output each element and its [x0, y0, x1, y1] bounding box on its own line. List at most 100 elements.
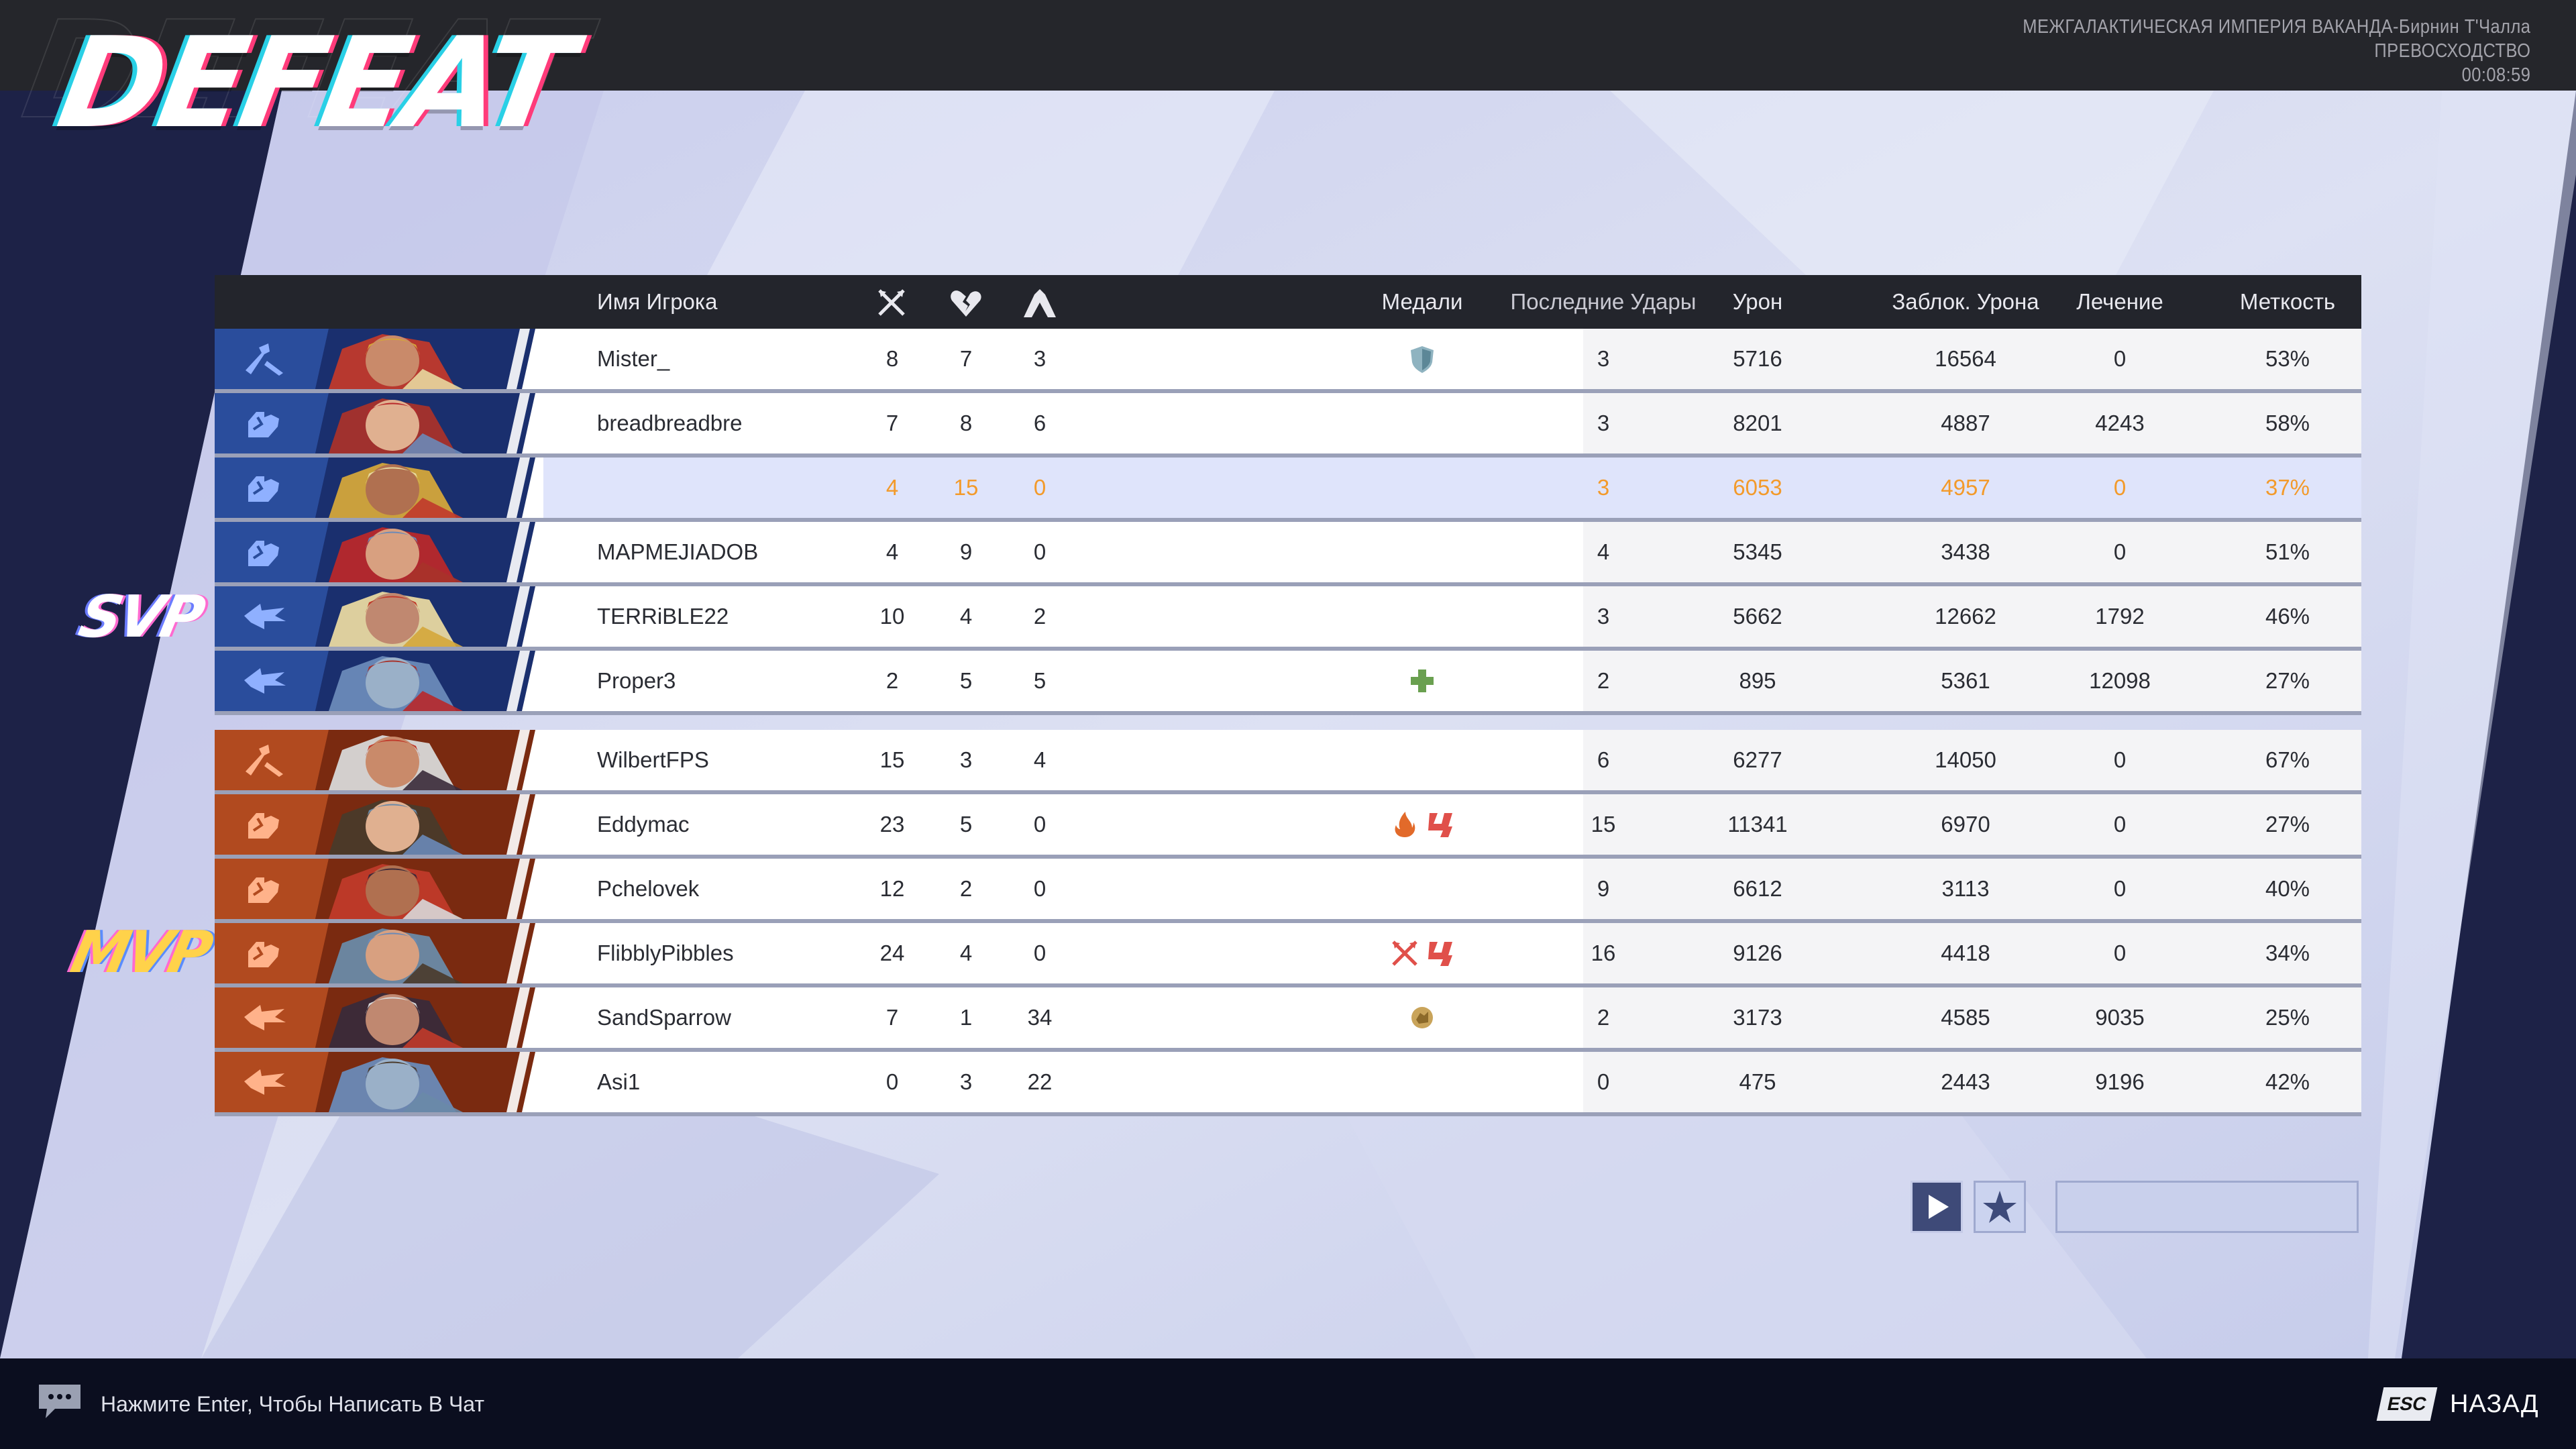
hero-portrait [329, 463, 463, 518]
deaths-value: 15 [953, 475, 979, 500]
hero-portrait [329, 993, 463, 1048]
assists-value: 22 [1027, 1069, 1053, 1094]
healing-value: 1792 [2095, 604, 2145, 629]
hero-portrait [329, 1057, 463, 1112]
kills-value: 12 [879, 876, 905, 901]
row-body [543, 651, 2361, 711]
assist-hands-icon [1024, 289, 1056, 318]
last-hits-value: 3 [1597, 411, 1610, 435]
blocked-value: 14050 [1935, 747, 1996, 772]
bottom-bar [0, 1358, 2576, 1449]
player-row[interactable]: breadbreadbre 7 8 6 3 8201 4887 4243 58% [215, 393, 2361, 458]
col-medals: Медали [1381, 289, 1463, 314]
last-hits-value: 4 [1597, 539, 1610, 564]
blocked-value: 6970 [1941, 812, 1990, 837]
replay-button[interactable] [1911, 1181, 1963, 1233]
blocked-value: 4887 [1941, 411, 1990, 435]
player-name[interactable]: Proper3 [597, 668, 676, 693]
player-row[interactable]: Eddymac 23 5 0 15 11341 6970 0 27% [215, 794, 2361, 859]
damage-value: 895 [1739, 668, 1776, 693]
favorite-button[interactable] [1974, 1181, 2026, 1233]
deaths-value: 5 [959, 812, 973, 837]
player-name[interactable] [597, 458, 839, 518]
accuracy-value: 40% [2265, 876, 2310, 901]
player-name[interactable]: SandSparrow [597, 1005, 731, 1030]
play-icon [1929, 1195, 1949, 1219]
player-name[interactable]: WilbertFPS [597, 747, 709, 772]
player-row[interactable]: FlibblyPibbles 24 4 0 16 9126 4418 0 34% [215, 923, 2361, 987]
top-bar [0, 0, 2576, 91]
medal-fire-icon[interactable] [1389, 809, 1420, 840]
player-row[interactable]: Pchelovek 12 2 0 9 6612 3113 0 40% [215, 859, 2361, 923]
kills-value: 2 [885, 668, 899, 693]
damage-value: 5716 [1733, 346, 1782, 371]
hero-portrait [329, 527, 463, 582]
col-blocked: Заблок. Урона [1892, 289, 2039, 314]
player-row[interactable]: SandSparrow 7 1 34 2 3173 4585 9035 25% [215, 987, 2361, 1052]
defeat-title: DEFEAT [48, 10, 580, 156]
damage-value: 3173 [1733, 1005, 1782, 1030]
search-input[interactable] [2055, 1181, 2359, 1233]
player-row[interactable]: WilbertFPS 15 3 4 6 6277 14050 0 67% [215, 730, 2361, 794]
player-row[interactable]: Proper3 2 5 5 2 895 5361 12098 27% [215, 651, 2361, 715]
last-hits-value: 3 [1597, 346, 1610, 371]
accuracy-value: 67% [2265, 747, 2310, 772]
row-body [543, 458, 2361, 518]
medal-assist-icon[interactable] [1407, 1002, 1438, 1033]
crossed-swords-icon [878, 289, 905, 317]
col-kills [865, 275, 919, 329]
deaths-value: 1 [959, 1005, 973, 1030]
broken-heart-icon [951, 290, 981, 317]
last-hits-value: 6 [1597, 747, 1610, 772]
back-button[interactable]: НАЗАД [2450, 1390, 2539, 1418]
deaths-value: 3 [959, 747, 973, 772]
chat-icon[interactable] [36, 1382, 83, 1419]
blocked-value: 4957 [1941, 475, 1990, 500]
player-row[interactable]: 4 15 0 3 6053 4957 0 37% [215, 458, 2361, 522]
deaths-value: 9 [959, 539, 973, 564]
kills-value: 24 [879, 941, 905, 965]
player-name[interactable]: FlibblyPibbles [597, 941, 734, 965]
player-name[interactable]: Pchelovek [597, 876, 700, 901]
last-hits-value: 0 [1597, 1069, 1610, 1094]
col-player-name: Имя Игрока [597, 289, 718, 314]
row-body [543, 859, 2361, 919]
medal-streak-icon[interactable] [1424, 938, 1455, 969]
medal-kills-icon[interactable] [1389, 938, 1420, 969]
role-duelist-icon [248, 813, 279, 839]
deaths-value: 8 [959, 411, 973, 435]
player-name[interactable]: MAPMEJIADOB [597, 539, 759, 564]
healing-value: 0 [2113, 747, 2127, 772]
blocked-value: 3438 [1941, 539, 1990, 564]
player-row[interactable]: Asi1 0 3 22 0 475 2443 9196 42% [215, 1052, 2361, 1116]
player-name[interactable]: breadbreadbre [597, 411, 743, 435]
player-row[interactable]: TERRiBLE22 10 4 2 3 5662 12662 1792 46% [215, 586, 2361, 651]
svp-badge: SVP [73, 584, 209, 651]
col-assists [1013, 275, 1067, 329]
esc-key[interactable]: ESC [2376, 1387, 2438, 1421]
player-name[interactable]: TERRiBLE22 [597, 604, 729, 629]
player-row[interactable]: MAPMEJIADOB 4 9 0 4 5345 3438 0 51% [215, 522, 2361, 586]
role-duelist-icon [248, 412, 279, 437]
game-mode: ПРЕВОСХОДСТВО [2373, 40, 2530, 62]
medal-streak-icon[interactable] [1424, 809, 1455, 840]
player-name[interactable]: Asi1 [597, 1069, 641, 1094]
medal-shield-icon[interactable] [1407, 343, 1438, 374]
damage-value: 9126 [1733, 941, 1782, 965]
hero-portrait [329, 398, 463, 453]
accuracy-value: 51% [2265, 539, 2310, 564]
row-body [543, 730, 2361, 790]
player-row[interactable]: Mister_ 8 7 3 3 5716 16564 0 53% [215, 329, 2361, 393]
player-name[interactable]: Mister_ [597, 346, 670, 371]
chat-hint: Нажмите Enter, Чтобы Написать В Чат [101, 1392, 485, 1416]
last-hits-value: 3 [1597, 604, 1610, 629]
last-hits-value: 16 [1591, 941, 1616, 965]
col-healing: Лечение [2076, 289, 2163, 314]
blocked-value: 4585 [1941, 1005, 1990, 1030]
assists-value: 0 [1033, 539, 1046, 564]
player-name[interactable]: Eddymac [597, 812, 690, 837]
assists-value: 2 [1033, 604, 1046, 629]
medal-heal-icon[interactable] [1407, 665, 1438, 696]
map-name: МЕЖГАЛАКТИЧЕСКАЯ ИМПЕРИЯ ВАКАНДА-Бирнин … [2022, 16, 2530, 38]
match-timer: 00:08:59 [2461, 64, 2530, 86]
